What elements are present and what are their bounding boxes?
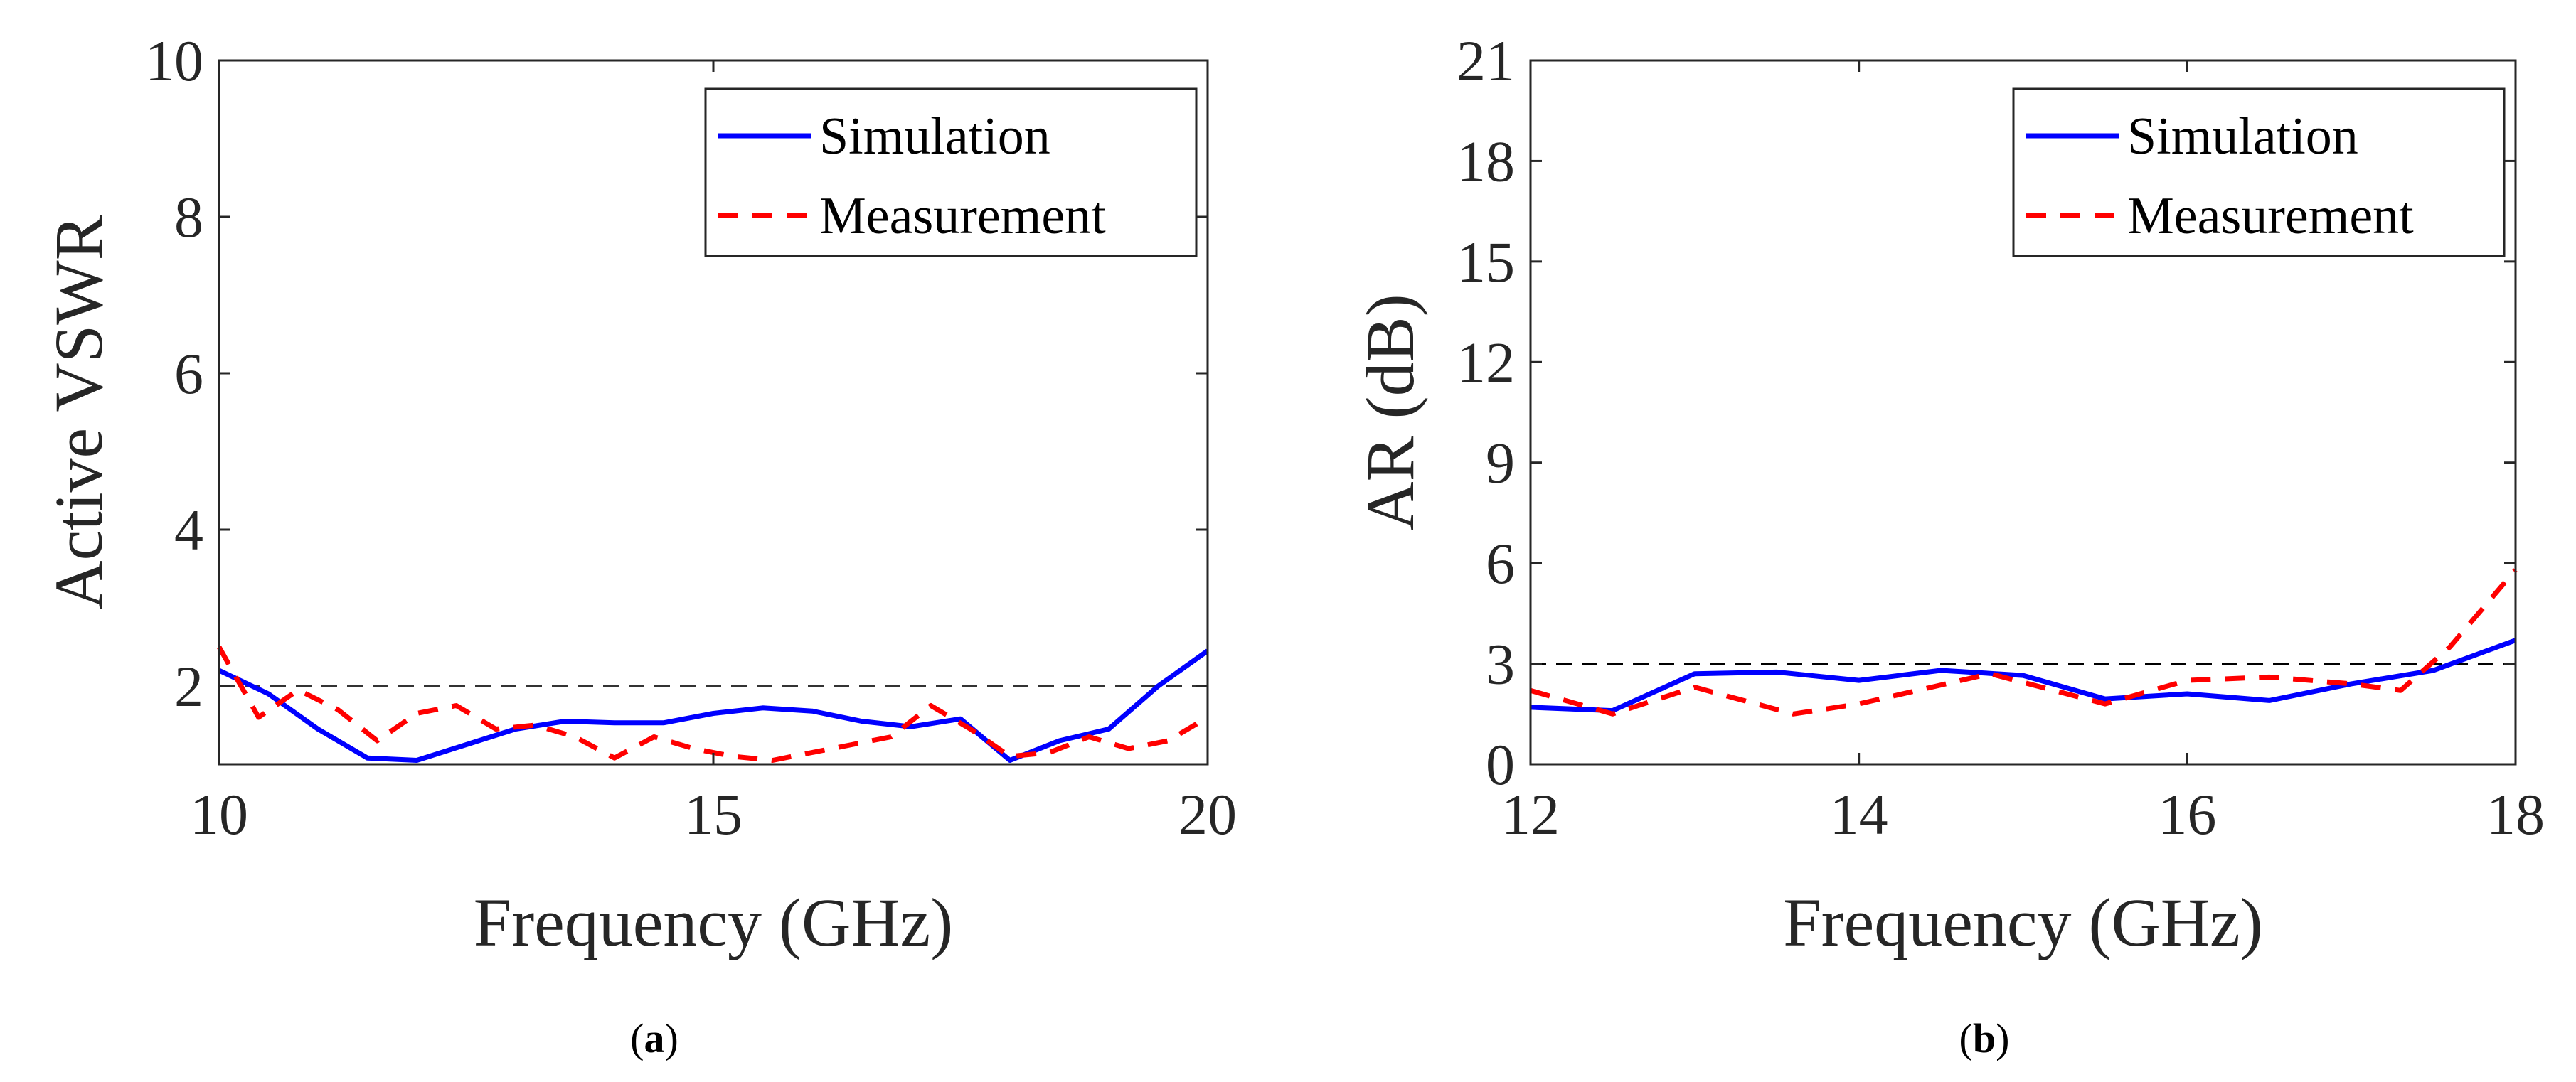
y-tick-label: 2	[174, 654, 203, 719]
chart-panel-a: 10 15 20 2 4 6 8 10 Frequency (GHz) Active VSWR…	[41, 28, 1237, 1061]
y-tick-label: 12	[1457, 330, 1515, 395]
y-tick-label: 9	[1486, 431, 1515, 496]
legend-box	[2012, 87, 2506, 257]
legend: Simulation Measurement	[2012, 87, 2506, 257]
y-axis-label: AR (dB)	[1352, 294, 1428, 530]
x-tick-label: 20	[1178, 782, 1237, 847]
legend: Simulation Measurement	[704, 87, 1198, 257]
x-tick-label: 14	[1830, 782, 1888, 847]
legend-label: Simulation	[819, 107, 1050, 166]
x-tick-label: 10	[190, 782, 248, 847]
y-tick-label: 18	[1457, 129, 1515, 193]
panel-caption: (b)	[1959, 1015, 2010, 1061]
chart-panel-b: 12 14 16 18 0 3 6 9 12 15 18 21 Frequency (GHz) AR …	[1352, 28, 2545, 1061]
series-line-simulation	[1530, 638, 2517, 714]
x-tick-label: 18	[2486, 782, 2545, 847]
x-tick-label: 16	[2158, 782, 2216, 847]
x-axis-label: Frequency (GHz)	[474, 884, 953, 960]
y-tick-label: 10	[145, 28, 203, 93]
x-axis-label: Frequency (GHz)	[1783, 884, 2262, 960]
series-line-measurement	[216, 646, 1209, 763]
series-line-simulation	[218, 648, 1210, 763]
legend-label: Simulation	[2127, 107, 2358, 166]
series-line-measurement	[1530, 568, 2518, 717]
axes-frame	[1529, 59, 2517, 766]
y-tick-label: 4	[174, 498, 203, 562]
panel-caption: (a)	[630, 1015, 678, 1061]
y-tick-label: 3	[1486, 632, 1515, 697]
x-tick-label: 15	[684, 782, 743, 847]
y-tick-label: 15	[1457, 230, 1515, 294]
y-tick-label: 6	[174, 341, 203, 406]
legend-label: Measurement	[819, 187, 1106, 245]
y-tick-label: 8	[174, 185, 203, 250]
x-tick-label: 12	[1501, 782, 1560, 847]
y-tick-label: 21	[1457, 28, 1515, 93]
legend-label: Measurement	[2127, 187, 2414, 245]
y-tick-label: 0	[1486, 732, 1515, 797]
y-tick-label: 6	[1486, 531, 1515, 596]
legend-box	[704, 87, 1198, 257]
y-axis-label: Active VSWR	[41, 215, 117, 610]
